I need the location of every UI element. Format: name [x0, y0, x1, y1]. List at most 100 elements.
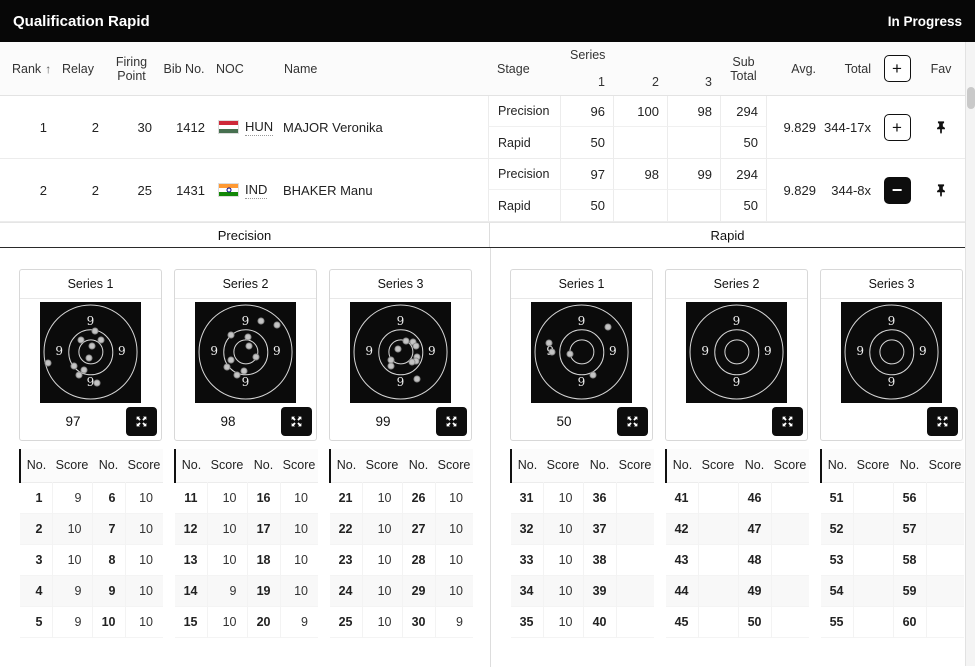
precision-cards: Series 1 9 9 9 9 97: [19, 269, 490, 647]
shot-marker: [548, 348, 556, 356]
shot-number: 19: [246, 575, 280, 606]
shot-score-table: No. Score No. Score 31 10 36 32 10 37 33 10 38 34…: [510, 449, 654, 647]
shot-number: 14: [183, 583, 198, 598]
relay-value: 2: [91, 182, 99, 198]
shot-number: 27: [401, 513, 435, 544]
expand-target-button[interactable]: [436, 406, 467, 436]
stage-label: Rapid: [488, 127, 560, 158]
column-header-stage: Stage: [497, 61, 530, 76]
firing-point-value: 30: [137, 119, 152, 135]
shot-score: [615, 606, 654, 637]
shot-number: 17: [246, 513, 280, 544]
series3-score: 99: [667, 159, 720, 190]
collapse-row-button[interactable]: −: [883, 176, 911, 204]
shot-score: 10: [434, 513, 473, 544]
expand-target-button[interactable]: [772, 406, 803, 436]
series-column: Series 3 9 9 9 9: [820, 269, 964, 647]
shot-score: [852, 482, 893, 513]
shot-score: 9: [51, 606, 92, 637]
score-table-header-score: Score: [437, 458, 471, 473]
series1-score: 97: [560, 159, 613, 190]
target-panels: Series 1 9 9 9 9 97: [0, 248, 965, 667]
expand-target-button[interactable]: [126, 406, 157, 436]
shot-marker: [93, 379, 101, 387]
shot-score: 9: [434, 606, 473, 637]
expand-target-button[interactable]: [281, 406, 312, 436]
scrollbar-thumb[interactable]: [967, 87, 975, 109]
series3-score: [667, 190, 720, 221]
ring-label: 9: [887, 375, 896, 390]
results-table-header: Rank ↑ Relay Firing Point Bib No. NOC Na…: [0, 42, 975, 96]
shot-score: [852, 544, 893, 575]
shot-score: 10: [361, 544, 402, 575]
score-row: 54 59: [821, 575, 964, 606]
ring-label: 9: [86, 313, 95, 328]
score-row: 1 9 6 10: [20, 482, 163, 513]
target-ring-inner: [387, 339, 414, 365]
score-row: 44 49: [666, 575, 809, 606]
score-row: 3 10 8 10: [20, 544, 163, 575]
shot-score: [770, 513, 809, 544]
expand-icon: [291, 416, 302, 427]
shot-marker: [88, 342, 95, 350]
avg-value: 9.829: [783, 119, 816, 135]
series-card: Series 3 9 9 9 9 99: [329, 269, 472, 441]
target-ring-outer: [844, 304, 939, 400]
score-table-header-score: Score: [127, 458, 161, 473]
score-row: 13 10 18 10: [175, 544, 318, 575]
shot-number: 4: [35, 583, 43, 598]
score-row: 4 9 9 10: [20, 575, 163, 606]
expand-target-button[interactable]: [617, 406, 648, 436]
score-row: 24 10 29 10: [330, 575, 473, 606]
expand-all-button[interactable]: +: [883, 55, 911, 82]
favorite-pin-button[interactable]: [917, 159, 965, 221]
shot-score: 10: [206, 513, 247, 544]
shot-number: 15: [183, 614, 198, 629]
target-face: 9 9 9 9: [686, 301, 787, 403]
series2-score: [613, 190, 667, 221]
shot-score-table: No. Score No. Score 11 10 16 10 12 10 17 10 13 10…: [174, 449, 318, 647]
shot-number: 58: [892, 544, 926, 575]
relay-value: 2: [91, 119, 99, 135]
athlete-name: MAJOR Veronika: [283, 119, 383, 135]
column-header-rank[interactable]: Rank ↑: [12, 61, 52, 76]
noc-code: HUN: [245, 118, 274, 136]
shot-number: 41: [674, 490, 689, 505]
shot-score: 9: [206, 575, 247, 606]
shot-score: 9: [279, 606, 318, 637]
shot-marker: [227, 356, 235, 364]
shot-number: 30: [401, 606, 435, 637]
expand-target-button[interactable]: [927, 406, 958, 436]
ring-label: 9: [365, 344, 374, 359]
target-ring-middle: [67, 329, 114, 375]
vertical-scrollbar[interactable]: [965, 42, 975, 666]
shot-score: 10: [542, 606, 583, 637]
shot-marker: [387, 362, 395, 370]
shot-number: 45: [674, 614, 689, 629]
score-row: 45 50: [666, 606, 809, 637]
series-title: Series 3: [821, 270, 962, 299]
header-bar: Qualification Rapid In Progress: [0, 0, 975, 42]
favorite-pin-button[interactable]: [917, 96, 965, 158]
target-ring-outer: [198, 304, 293, 400]
ring-label: 9: [396, 313, 405, 328]
ring-label: 9: [701, 344, 710, 359]
shot-number: 37: [582, 513, 616, 544]
ring-label: 9: [272, 344, 281, 359]
shot-marker: [252, 353, 260, 361]
sub-total-value: 294: [720, 96, 767, 127]
expand-row-button[interactable]: +: [883, 113, 911, 141]
shot-number: 60: [892, 606, 926, 637]
shot-score: 10: [361, 606, 402, 637]
result-row-major-veronika: 1 2 30 1412 HUN MAJOR Veronika Precision…: [0, 96, 975, 159]
series-card: Series 2 9 9 9 9 98: [174, 269, 317, 441]
shot-marker: [97, 336, 105, 344]
shot-marker: [604, 323, 612, 331]
shot-number: 9: [91, 575, 125, 606]
athlete-name: BHAKER Manu: [283, 182, 373, 198]
section-header-precision: Precision: [0, 223, 490, 247]
ring-label: 9: [577, 313, 586, 328]
column-header-series-group: Series: [570, 48, 606, 62]
shot-marker: [402, 337, 410, 345]
column-header-fav: Fav: [930, 61, 952, 76]
